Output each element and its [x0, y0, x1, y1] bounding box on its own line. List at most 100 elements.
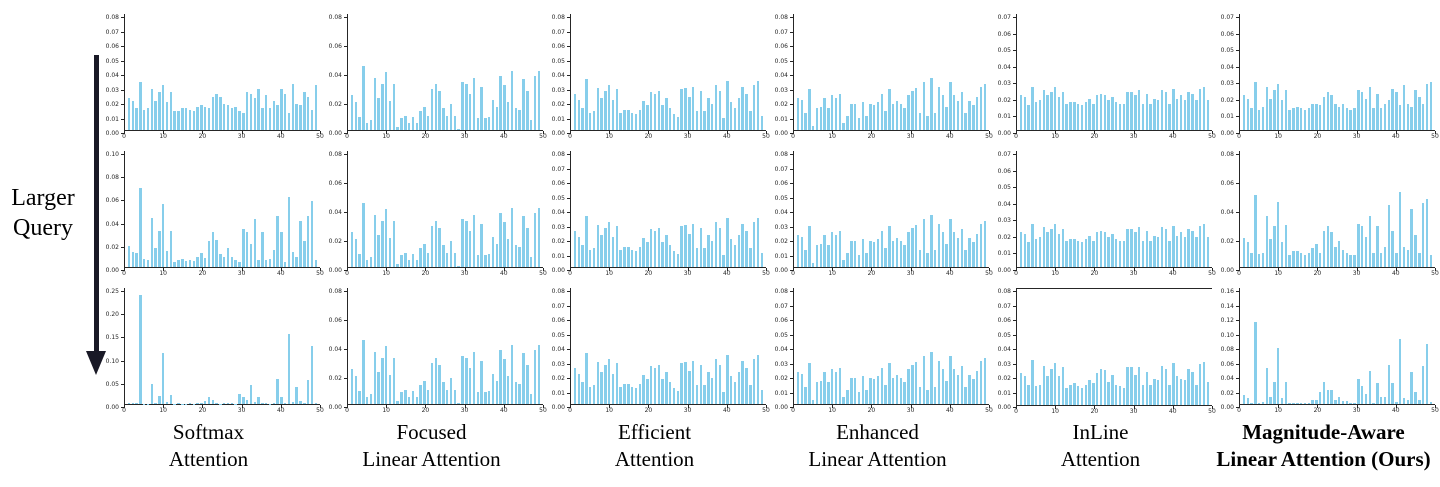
bar	[314, 402, 317, 404]
bar	[949, 356, 952, 404]
bar	[284, 403, 287, 404]
bar	[373, 214, 376, 267]
bar	[642, 375, 645, 404]
y-tick-mark	[344, 349, 347, 350]
x-axis-r3c2: 0 10 20 30 40 50	[345, 405, 547, 416]
bar	[1418, 400, 1421, 404]
x-tick-mark	[163, 405, 165, 408]
y-tick-mark	[1236, 291, 1239, 292]
bar	[261, 232, 264, 267]
bar	[1172, 362, 1175, 405]
subplot-r3c5: 0.00 0.01 0.02 0.03 0.04 0.05 0.06 0.07 0.08 0 10 2…	[989, 282, 1216, 419]
bar	[577, 99, 580, 130]
bar	[173, 403, 176, 404]
bar	[350, 95, 354, 130]
bar	[680, 363, 683, 404]
y-tick-label: 0.04	[774, 209, 788, 216]
bar	[1307, 252, 1310, 267]
bar	[846, 389, 849, 404]
y-tick-label: 0.05	[774, 194, 788, 202]
x-tick-mark	[570, 131, 571, 134]
bar	[975, 96, 979, 130]
bar	[926, 389, 929, 404]
x-tick-mark	[949, 131, 951, 134]
y-tick-mark	[1013, 50, 1016, 52]
bar	[1126, 228, 1129, 267]
bar	[219, 254, 222, 267]
bar	[491, 236, 495, 267]
x-axis-r1c4: 0 10 20 30 40 50	[791, 131, 993, 142]
x-tick-mark	[320, 131, 321, 134]
y-tick-mark	[567, 320, 570, 321]
bar	[446, 389, 449, 404]
bar	[1187, 228, 1190, 267]
bar	[827, 245, 830, 267]
bar	[1191, 371, 1194, 405]
y-tick-label: 0.02	[1220, 389, 1234, 397]
bar	[1107, 237, 1110, 267]
x-tick-label: 0	[1237, 270, 1241, 277]
x-tick-mark	[1016, 268, 1017, 271]
bar	[861, 102, 864, 130]
bar	[1311, 400, 1314, 404]
bar	[604, 90, 607, 130]
bar	[1318, 391, 1322, 404]
bar	[272, 101, 275, 130]
bar	[1299, 252, 1303, 267]
y-tick-label: 0.08	[551, 14, 565, 21]
bar	[707, 372, 710, 404]
bar	[533, 76, 537, 130]
bar	[1115, 238, 1118, 267]
x-tick-mark	[163, 268, 165, 271]
y-tick-mark	[344, 270, 347, 271]
x-tick-mark	[1435, 405, 1436, 408]
bar	[756, 217, 760, 267]
x-tick-label: 10	[1274, 133, 1283, 140]
bar	[577, 236, 580, 267]
x-tick-label: 20	[867, 407, 876, 414]
bar	[1092, 103, 1095, 130]
x-tick-mark	[832, 268, 834, 271]
bar	[369, 256, 373, 267]
bar	[1126, 91, 1129, 130]
bar	[249, 385, 253, 404]
x-tick-label: 20	[644, 133, 653, 140]
bar	[585, 216, 588, 267]
bar	[918, 112, 922, 130]
bar	[695, 248, 699, 267]
bar	[1164, 228, 1167, 267]
bar	[623, 246, 626, 267]
y-tick-mark	[1013, 99, 1016, 101]
bar	[514, 108, 518, 130]
bar	[619, 112, 622, 130]
bar	[688, 233, 691, 267]
bar	[188, 109, 192, 130]
bar	[831, 232, 834, 267]
bar	[1410, 372, 1413, 404]
bar	[838, 93, 842, 130]
bar	[369, 119, 373, 130]
bar	[1414, 235, 1417, 267]
bar	[811, 399, 815, 404]
bar	[872, 105, 876, 130]
bar	[1103, 232, 1106, 267]
bar	[1061, 91, 1065, 130]
bar	[1107, 100, 1110, 130]
bar	[373, 351, 376, 404]
x-tick-mark	[1278, 405, 1280, 408]
bar	[831, 369, 834, 404]
y-tick-mark	[121, 407, 124, 408]
bar	[242, 112, 245, 130]
y-tick-label: 0.16	[1220, 288, 1234, 295]
bar	[154, 248, 157, 267]
y-tick-mark	[567, 363, 570, 365]
y-tick-label: 0.04	[997, 63, 1011, 71]
bar	[661, 242, 664, 267]
bar	[295, 256, 298, 267]
x-tick-label: 40	[945, 270, 954, 277]
y-tick-label: 0.04	[774, 346, 788, 353]
bar	[722, 255, 725, 267]
x-tick-label: 40	[1168, 270, 1177, 277]
bar	[200, 402, 203, 404]
x-tick-mark	[1094, 406, 1096, 409]
